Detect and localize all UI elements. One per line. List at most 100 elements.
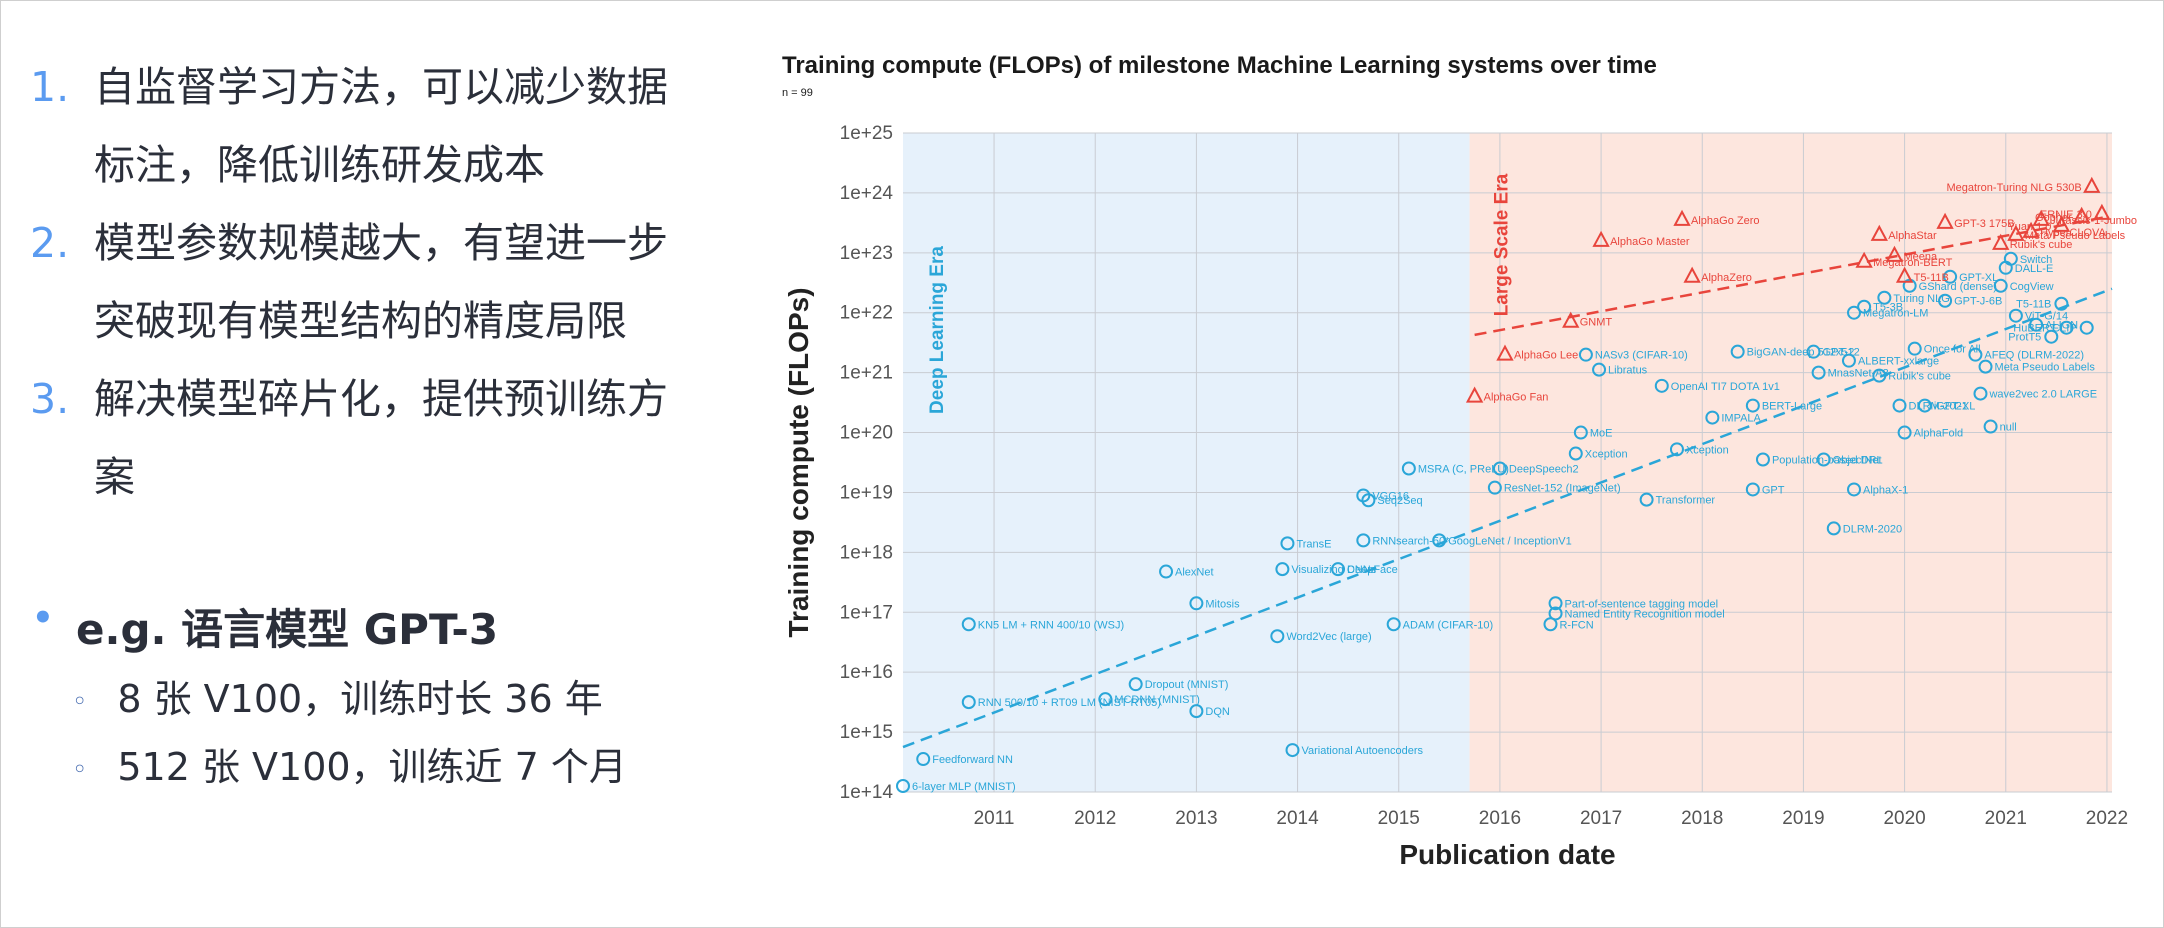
data-label: Meta Pseudo Labels	[2025, 230, 2126, 242]
sub-bullet-text: 8 张 V100，训练时长 36 年	[117, 677, 603, 721]
data-point	[1639, 492, 1654, 507]
data-point	[916, 752, 931, 767]
data-label: T5-11B	[1914, 272, 1949, 284]
data-point	[2029, 317, 2044, 332]
data-label: Libratus	[1608, 365, 1648, 377]
data-label: MCDNN (MNIST)	[1114, 694, 1200, 706]
data-point-triangle	[2083, 176, 2101, 193]
y-tick-label: 1e+15	[840, 722, 893, 743]
data-point	[1978, 359, 1993, 374]
list-line: 解决模型碎片化，提供预训练方	[94, 375, 668, 423]
y-tick-label: 1e+14	[840, 782, 894, 803]
data-point-triangle	[1496, 344, 1514, 361]
y-tick-label: 1e+21	[840, 363, 893, 384]
data-point-triangle	[1936, 212, 1954, 229]
data-label: VGG16	[1372, 490, 1409, 502]
data-label: BigGAN-deep 512x512	[1747, 347, 1860, 359]
data-point-triangle	[1562, 311, 1580, 328]
data-point	[1943, 269, 1958, 284]
data-label: GPT	[1762, 484, 1785, 496]
data-label: Variational Autoencoders	[1302, 745, 1424, 757]
list-number: 1.	[30, 63, 70, 111]
data-label: Feedforward NN	[932, 754, 1013, 766]
data-label: TransE	[1296, 538, 1331, 550]
bullet-dot-icon: •	[32, 598, 54, 638]
data-label: DeepSpeech2	[1509, 463, 1579, 475]
data-point	[1938, 293, 1953, 308]
y-tick-label: 1e+20	[840, 423, 893, 444]
data-point-triangle	[1895, 266, 1914, 283]
data-label: OpenAI TI7 DOTA 1v1	[1671, 381, 1780, 393]
data-point	[1128, 677, 1143, 692]
data-point	[1968, 347, 1983, 362]
data-label: HyperCLOVA	[2040, 227, 2106, 239]
data-label: Turing NLG	[1893, 293, 1949, 305]
data-label: BERT-Large	[1762, 401, 1822, 413]
data-label: ResNet-152 (ImageNet)	[1504, 483, 1621, 495]
y-tick-label: 1e+19	[840, 482, 893, 503]
x-tick-label: 2011	[974, 808, 1015, 829]
data-label: wave2vec 2.0 LARGE	[1988, 389, 2097, 401]
list-line: 突破现有模型结构的精度局限	[94, 297, 627, 345]
data-label: AlphaGo Zero	[1691, 215, 1759, 227]
sub-bullet: ◦ 512 张 V100，训练近 7 个月	[72, 736, 627, 791]
chart-title: Training compute (FLOPs) of milestone Ma…	[782, 52, 1657, 79]
data-label: Mitosis	[1205, 598, 1240, 610]
sub-bullet: ◦ 8 张 V100，训练时长 36 年	[72, 668, 603, 723]
data-label: Seq2Seq	[1377, 495, 1422, 507]
data-point-triangle	[1683, 266, 1701, 283]
numbered-list: 1. 自监督学习方法，可以减少数据 标注，降低训练研发成本 2. 模型参数规模越…	[30, 48, 730, 516]
sub-bullet-marker-icon: ◦	[72, 754, 88, 785]
data-point	[1401, 461, 1416, 476]
data-point	[1275, 562, 1290, 577]
data-point	[1847, 482, 1862, 497]
list-line: 标注，降低训练研发成本	[94, 141, 545, 189]
data-label: Megatron-LM	[1863, 308, 1928, 320]
data-point	[2008, 308, 2023, 323]
data-label: Megatron-BERT	[1873, 257, 1953, 269]
x-tick-label: 2012	[1074, 808, 1116, 829]
data-label: DQN	[1205, 706, 1230, 718]
x-tick-label: 2021	[1985, 808, 2027, 829]
data-point	[1877, 290, 1892, 305]
data-label: ERNIE 3.0	[2040, 209, 2092, 221]
data-label: ObjectNet	[1833, 455, 1882, 467]
data-label: AFEQ (DLRM-2022)	[1984, 350, 2084, 362]
data-point-triangle	[1592, 230, 1610, 247]
data-label: DALL-E	[2015, 263, 2054, 275]
data-label: Word2Vec (large)	[1286, 631, 1371, 643]
data-point	[1897, 425, 1912, 440]
sub-bullet-marker-icon: ◦	[72, 686, 88, 717]
data-label: R-FCN	[1559, 619, 1593, 631]
data-label: AlphaZero	[1701, 272, 1752, 284]
data-label: GPT-3 175B	[1954, 218, 2015, 230]
data-label: AlphaGo Master	[1610, 236, 1690, 248]
data-point-triangle	[2093, 203, 2111, 220]
data-point	[1386, 617, 1401, 632]
data-point	[1573, 425, 1588, 440]
list-item: 1. 自监督学习方法，可以减少数据 标注，降低训练研发成本	[30, 48, 730, 204]
era-background	[903, 133, 1470, 792]
data-point	[2079, 320, 2094, 335]
data-point	[1568, 446, 1583, 461]
data-label: Switch	[2020, 254, 2052, 266]
data-point	[1285, 743, 1300, 758]
data-label: iGPT-XL	[1934, 401, 1976, 413]
data-point	[1755, 452, 1770, 467]
data-point-triangle	[2072, 206, 2091, 223]
data-point	[2044, 329, 2059, 344]
list-item: 2. 模型参数规模越大，有望进一步 突破现有模型结构的精度局限	[30, 204, 730, 360]
data-point-triangle	[1855, 251, 1873, 268]
data-point	[2054, 296, 2069, 311]
data-point	[1917, 398, 1932, 413]
data-label: MSRA (C, PReLU)	[1418, 463, 1509, 475]
data-point-triangle	[2022, 221, 2040, 238]
data-point	[1492, 461, 1507, 476]
era-label: Large Scale Era	[1492, 173, 1513, 316]
data-label: GPT-2	[1823, 347, 1855, 359]
data-label: RNNsearch-50*	[1372, 535, 1450, 547]
data-point	[1432, 533, 1447, 548]
list-number: 2.	[30, 219, 70, 267]
data-label: AlphaStar	[1888, 230, 1937, 242]
